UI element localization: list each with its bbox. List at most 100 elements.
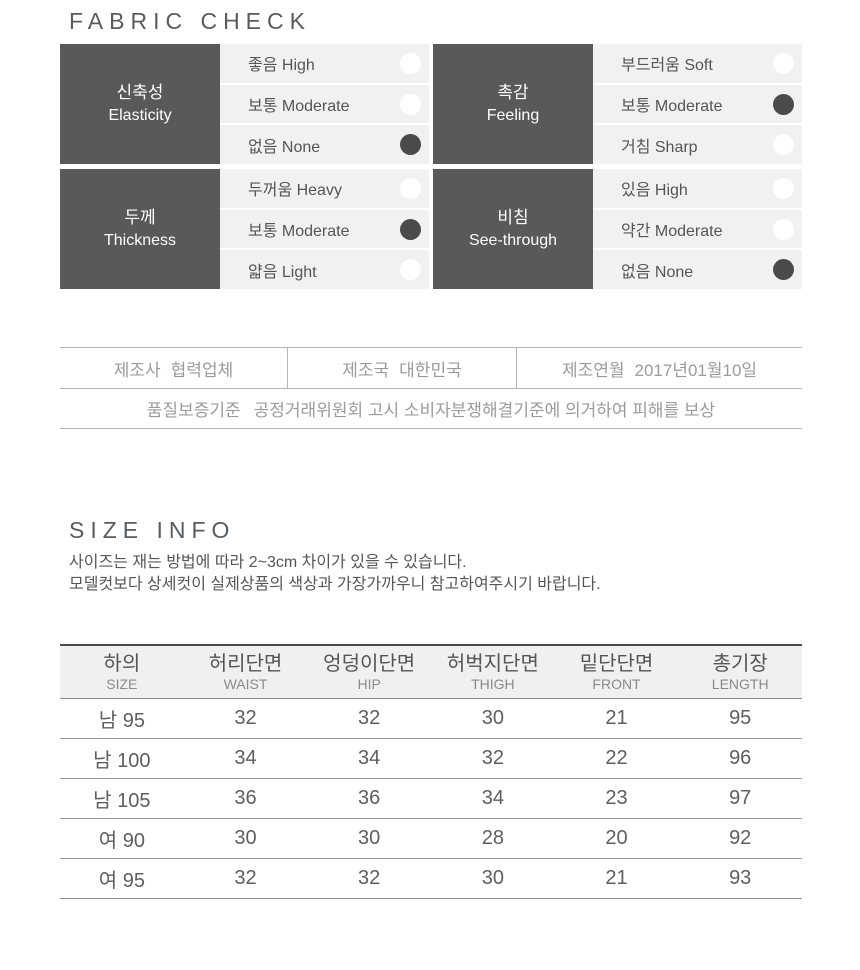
size-cell: 21 — [605, 707, 628, 729]
size-cell: 97 — [729, 787, 752, 809]
radio-indicator-icon — [773, 177, 794, 199]
fabric-group-label-en: Thickness — [103, 232, 177, 249]
radio-indicator-icon — [773, 52, 794, 74]
size-table-row: 여 95 32 32 30 21 93 — [60, 859, 802, 899]
fabric-group-label-en: Elasticity — [108, 107, 172, 124]
size-cell: 34 — [358, 747, 381, 769]
manufacturer-value: 협력업체 — [170, 360, 234, 380]
size-cell: 92 — [729, 827, 752, 849]
size-cell: 95 — [729, 707, 752, 729]
size-table-row: 남 100 34 34 32 22 96 — [60, 739, 802, 779]
size-col-header: 허벅지단면 THIGH — [431, 646, 555, 698]
fabric-option-row: 두꺼움 Heavy — [220, 169, 429, 210]
size-cell: 28 — [481, 827, 504, 849]
size-cell: 93 — [729, 867, 752, 889]
fabric-option-row: 보통 Moderate — [220, 85, 429, 126]
fabric-group-label-ko: 두께 — [124, 208, 156, 227]
size-info-title: SIZE INFO — [69, 517, 236, 543]
radio-indicator-icon — [773, 93, 794, 115]
size-col-header-ko: 허벅지단면 — [446, 653, 539, 675]
size-info-notes: 사이즈는 재는 방법에 따라 2~3cm 차이가 있을 수 있습니다. 모델컷보… — [69, 552, 802, 596]
fabric-group-label-en: Feeling — [486, 107, 540, 124]
size-cell: 34 — [234, 747, 257, 769]
size-col-header: 허리단면 WAIST — [184, 646, 308, 698]
fabric-option-label: 좋음 High — [248, 57, 315, 75]
fabric-option-row: 약간 Moderate — [593, 210, 802, 251]
fabric-group-thickness: 두께 Thickness 두꺼움 Heavy 보통 Moderate 얇음 Li… — [60, 169, 429, 289]
fabric-group-elasticity: 신축성 Elasticity 좋음 High 보통 Moderate 없음 No… — [60, 44, 429, 164]
size-cell: 32 — [358, 707, 381, 729]
fabric-option-row: 보통 Moderate — [593, 85, 802, 126]
size-col-header-ko: 밑단단면 — [579, 653, 654, 675]
size-col-header: 하의 SIZE — [60, 646, 184, 698]
size-cell: 20 — [605, 827, 628, 849]
size-cell: 36 — [234, 787, 257, 809]
size-cell: 30 — [234, 827, 257, 849]
manufacture-info-table: 제조사 협력업체 제조국 대한민국 제조연월 2017년01월10일 품질보증기… — [60, 347, 802, 429]
size-cell: 남 105 — [93, 790, 151, 812]
manufacture-date-value: 2017년01월10일 — [634, 360, 758, 380]
fabric-option-label: 보통 Moderate — [248, 98, 350, 115]
size-cell: 32 — [358, 867, 381, 889]
fabric-group-label: 두께 Thickness — [60, 169, 220, 289]
fabric-option-row: 좋음 High — [220, 44, 429, 85]
fabric-group-label-en: See-through — [468, 232, 558, 249]
fabric-option-row: 없음 None — [593, 250, 802, 289]
fabric-option-list: 부드러움 Soft 보통 Moderate 거침 Sharp — [593, 44, 802, 164]
manufacture-date-cell: 제조연월 2017년01월10일 — [517, 348, 802, 388]
radio-indicator-icon — [773, 218, 794, 240]
size-col-header-en: SIZE — [106, 676, 138, 692]
size-cell: 30 — [481, 867, 504, 889]
size-col-header-en: WAIST — [223, 676, 268, 692]
fabric-option-row: 얇음 Light — [220, 250, 429, 289]
size-col-header-ko: 허리단면 — [208, 653, 283, 675]
fabric-option-row: 부드러움 Soft — [593, 44, 802, 85]
radio-indicator-icon — [400, 259, 421, 281]
size-cell: 32 — [234, 867, 257, 889]
fabric-option-label: 약간 Moderate — [621, 223, 723, 240]
manufacturer-cell: 제조사 협력업체 — [60, 348, 287, 388]
manufacturer-label: 제조사 — [113, 360, 161, 380]
size-note-line: 모델컷보다 상세컷이 실제상품의 색상과 가장가까우니 참고하여주시기 바랍니다… — [69, 576, 601, 593]
size-col-header-ko: 하의 — [103, 653, 141, 675]
warranty-row: 품질보증기준 공정거래위원회 고시 소비자분쟁해결기준에 의거하여 피해를 보상 — [60, 389, 802, 428]
fabric-group-label-ko: 촉감 — [497, 83, 529, 102]
size-cell: 23 — [605, 787, 628, 809]
fabric-group-feeling: 촉감 Feeling 부드러움 Soft 보통 Moderate 거침 Shar… — [433, 44, 802, 164]
size-table-row: 남 105 36 36 34 23 97 — [60, 779, 802, 819]
size-col-header-en: HIP — [357, 676, 381, 692]
size-col-header-en: LENGTH — [711, 676, 769, 692]
size-note-line: 사이즈는 재는 방법에 따라 2~3cm 차이가 있을 수 있습니다. — [69, 554, 467, 571]
warranty-label: 품질보증기준 — [146, 401, 241, 420]
size-cell: 여 95 — [98, 870, 145, 892]
country-label: 제조국 — [342, 360, 390, 380]
radio-indicator-icon — [773, 134, 794, 156]
size-cell: 32 — [481, 747, 504, 769]
size-cell: 여 90 — [98, 830, 145, 852]
country-cell: 제조국 대한민국 — [287, 348, 517, 388]
size-table-row: 여 90 30 30 28 20 92 — [60, 819, 802, 859]
fabric-group-label-ko: 신축성 — [116, 83, 164, 102]
size-cell: 30 — [358, 827, 381, 849]
radio-indicator-icon — [400, 93, 421, 115]
size-col-header: 총기장 LENGTH — [678, 646, 802, 698]
fabric-option-label: 있음 High — [621, 182, 688, 200]
radio-indicator-icon — [400, 177, 421, 199]
size-cell: 32 — [234, 707, 257, 729]
manufacture-date-label: 제조연월 — [561, 360, 625, 380]
size-cell: 남 100 — [93, 750, 151, 772]
size-col-header: 밑단단면 FRONT — [555, 646, 679, 698]
fabric-option-label: 보통 Moderate — [621, 98, 723, 115]
fabric-option-label: 없음 None — [621, 263, 694, 281]
manufacture-info-row: 제조사 협력업체 제조국 대한민국 제조연월 2017년01월10일 — [60, 348, 802, 389]
size-cell: 34 — [481, 787, 504, 809]
size-table: 하의 SIZE 허리단면 WAIST 엉덩이단면 HIP 허벅지단면 THIGH… — [60, 644, 802, 899]
radio-indicator-icon — [400, 218, 421, 240]
fabric-option-label: 얇음 Light — [248, 263, 317, 281]
fabric-check-table: 신축성 Elasticity 좋음 High 보통 Moderate 없음 No… — [60, 44, 802, 289]
radio-indicator-icon — [400, 134, 421, 156]
size-cell: 36 — [358, 787, 381, 809]
fabric-group-label: 촉감 Feeling — [433, 44, 593, 164]
size-col-header-en: FRONT — [592, 676, 641, 692]
size-cell: 30 — [481, 707, 504, 729]
